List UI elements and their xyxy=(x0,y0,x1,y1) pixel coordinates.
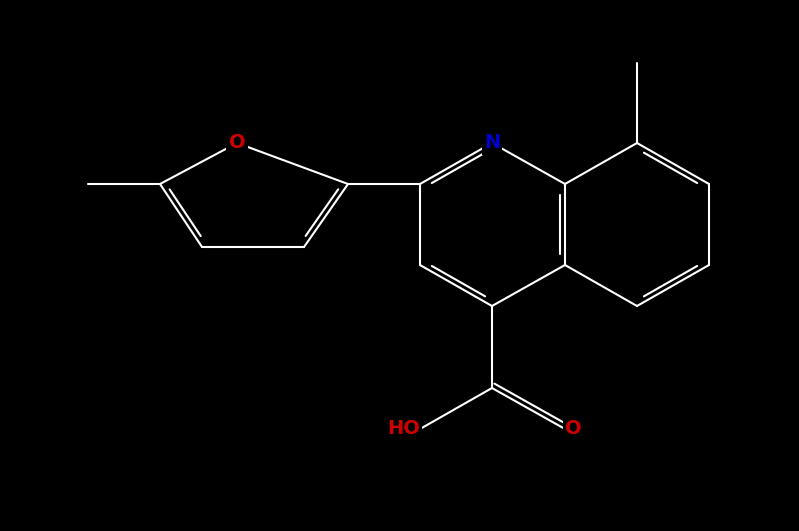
Text: HO: HO xyxy=(388,419,420,439)
Text: O: O xyxy=(565,419,582,439)
Text: O: O xyxy=(229,133,245,152)
Text: N: N xyxy=(484,133,500,152)
